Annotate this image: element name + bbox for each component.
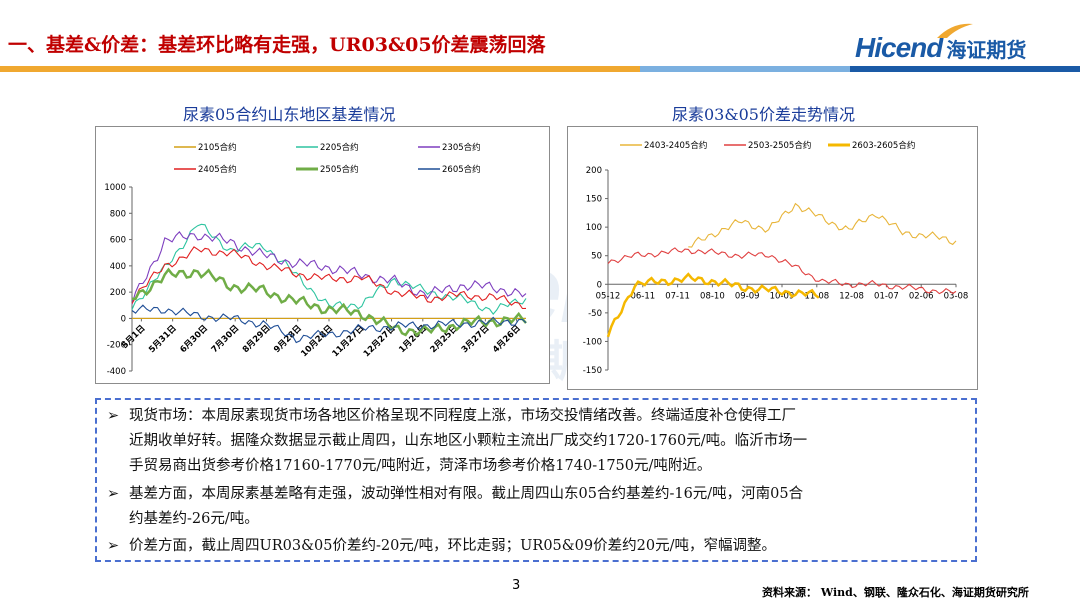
- x-tick-label: 05-12: [596, 291, 621, 301]
- page-number: 3: [512, 578, 521, 593]
- x-tick-label: 10-09: [770, 291, 795, 301]
- x-tick-label: 4月26日: [491, 323, 523, 355]
- legend-label: 2205合约: [320, 142, 359, 153]
- legend-label: 2503-2505合约: [748, 140, 811, 151]
- x-tick-label: 1月26日: [397, 323, 429, 355]
- bullet-basis-line1: ➢ 基差方面，本周尿素基差略有走强，波动弹性相对有限。截止周四山东05合约基差约-…: [107, 486, 804, 502]
- series-line-2605合约: [131, 304, 527, 344]
- y-tick-label: -100: [583, 337, 602, 347]
- x-tick-label: 6月30日: [178, 323, 210, 355]
- x-tick-label: 10月28日: [299, 323, 335, 359]
- y-tick-label: 200: [110, 288, 126, 298]
- legend-label: 2603-2605合约: [852, 140, 915, 151]
- chart-title-basis: 尿素05合约山东地区基差情况: [183, 105, 396, 124]
- bullet-spot-line1: ➢ 现货市场：本周尿素现货市场各地区价格呈现不同程度上涨，市场交投情绪改善。终端适…: [107, 408, 796, 424]
- header-divider: [0, 66, 1080, 72]
- x-tick-label: 03-08: [944, 291, 969, 301]
- y-tick-label: 0: [597, 280, 602, 290]
- bullet-arrow-icon: ➢: [107, 538, 120, 554]
- series-line-2205合约: [131, 223, 527, 315]
- y-tick-label: 1000: [104, 183, 126, 193]
- y-tick-label: 100: [586, 223, 602, 233]
- logo-text: Hicend: [855, 32, 943, 63]
- brand-logo: Hicend 海证期货: [855, 23, 1027, 66]
- x-tick-label: 09-09: [735, 291, 760, 301]
- y-tick-label: 800: [110, 209, 126, 219]
- legend-label: 2305合约: [442, 142, 481, 153]
- x-tick-label: 8月29日: [241, 323, 273, 355]
- bullet-basis-line2: 约基差约-26元/吨。: [129, 511, 259, 527]
- y-tick-label: -400: [107, 367, 126, 377]
- page-title: 一、基差&价差：基差环比略有走强，UR03&05价差震荡回落: [8, 34, 546, 56]
- series-line-2503-2505合约: [607, 247, 957, 295]
- basis-chart-frame: -400 -200 0 200 400 600 800 1000 5月1日 5月31日 6月30日 7…: [95, 126, 550, 384]
- legend-label: 2403-2405合约: [644, 140, 707, 151]
- bullet-spread-line1: ➢ 价差方面，截止周四UR03&05价差约-20元/吨，环比走弱；UR05&09价…: [107, 538, 776, 554]
- x-tick-label: 01-07: [874, 291, 899, 301]
- x-tick-label: 08-10: [700, 291, 725, 301]
- chart-title-spread: 尿素03&05价差走势情况: [672, 105, 855, 124]
- y-tick-label: 400: [110, 262, 126, 272]
- logo-swoosh-icon: [937, 23, 973, 38]
- x-tick-label: 11月27日: [331, 323, 367, 359]
- y-tick-label: -50: [588, 309, 602, 319]
- x-tick-label: 07-11: [665, 291, 690, 301]
- spread-chart-frame: -150 -100 -50 0 50 100 150 200 05-12 06-11 07-11 08…: [567, 126, 978, 390]
- logo-chinese: 海证期货: [946, 37, 1027, 62]
- data-source: 资料来源： Wind、钢联、隆众石化、海证期货研究所: [762, 586, 1029, 599]
- series-line-2505合约: [132, 267, 527, 337]
- bullet-spot-line2: 近期收单好转。据隆众数据显示截止周四，山东地区小颗粒主流出厂成交约1720-17…: [129, 433, 808, 449]
- legend-label: 2105合约: [198, 142, 237, 153]
- series-line-2603-2605合约: [606, 272, 820, 338]
- legend-label: 2505合约: [320, 164, 359, 175]
- x-tick-label: 5月31日: [147, 323, 179, 355]
- bullet-arrow-icon: ➢: [107, 486, 120, 502]
- y-tick-label: 600: [110, 236, 126, 246]
- y-tick-label: -150: [583, 366, 602, 376]
- legend-label: 2605合约: [442, 164, 481, 175]
- series-line-2405合约: [131, 246, 527, 310]
- x-tick-label: 12-08: [839, 291, 864, 301]
- commentary-box: ➢ 现货市场：本周尿素现货市场各地区价格呈现不同程度上涨，市场交投情绪改善。终端适…: [95, 398, 977, 562]
- y-tick-label: -200: [107, 341, 126, 351]
- basis-chart: -400 -200 0 200 400 600 800 1000 5月1日 5月31日 6月30日 7…: [104, 142, 527, 377]
- x-tick-label: 06-11: [630, 291, 655, 301]
- y-tick-label: 50: [591, 252, 602, 262]
- x-tick-label: 5月1日: [120, 323, 147, 350]
- y-tick-label: 0: [121, 314, 126, 324]
- y-tick-label: 200: [586, 166, 602, 176]
- x-tick-label: 9月28日: [272, 323, 304, 355]
- x-tick-label: 3月27日: [460, 323, 492, 355]
- bullet-arrow-icon: ➢: [107, 408, 120, 424]
- spread-chart: -150 -100 -50 0 50 100 150 200 05-12 06-11 07-11 08…: [583, 140, 969, 376]
- series-line-2305合约: [131, 231, 527, 305]
- legend-label: 2405合约: [198, 164, 237, 175]
- y-tick-label: 150: [586, 195, 602, 205]
- x-tick-label: 7月30日: [210, 323, 242, 355]
- x-tick-label: 02-06: [909, 291, 934, 301]
- series-line-2403-2405合约: [688, 202, 957, 248]
- bullet-spot-line3: 手贸易商出货参考价格17160-1770元/吨附近，菏泽市场参考价格1740-1…: [129, 458, 712, 474]
